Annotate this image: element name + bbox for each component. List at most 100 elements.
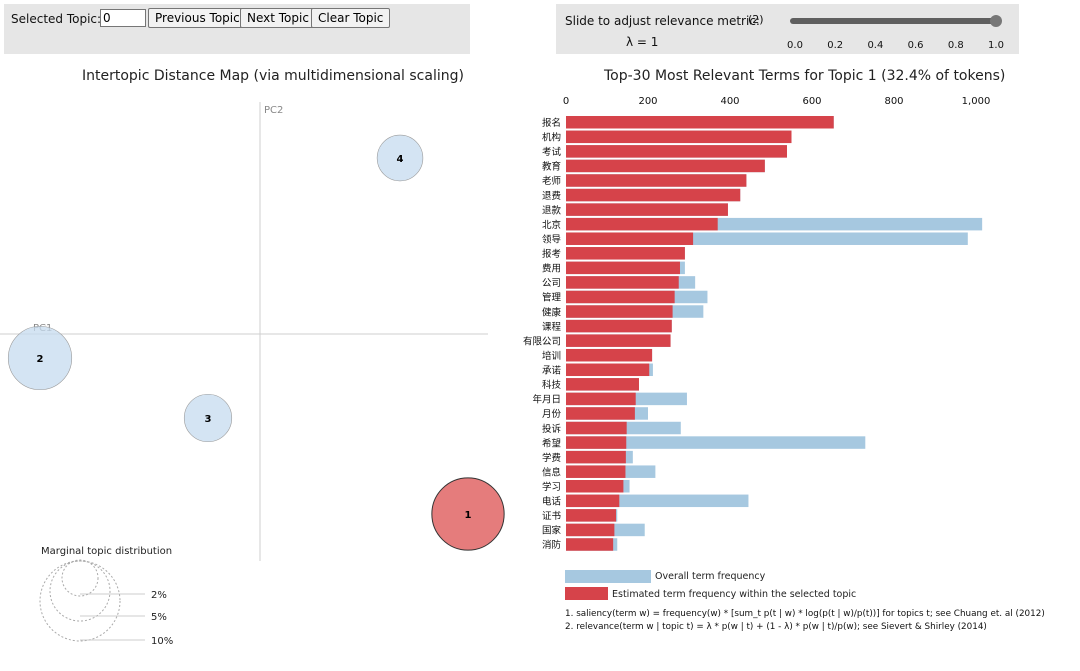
bar-estimated[interactable] xyxy=(566,159,765,173)
topic-control-panel: Selected Topic: Previous Topic Next Topi… xyxy=(4,4,470,54)
bar-estimated[interactable] xyxy=(566,436,627,449)
term-label[interactable]: 费用 xyxy=(542,263,561,275)
term-label[interactable]: 报考 xyxy=(542,248,561,260)
legend-overall-swatch xyxy=(565,570,651,583)
term-label[interactable]: 国家 xyxy=(542,525,562,537)
marginal-title: Marginal topic distribution xyxy=(41,546,172,557)
slider-tick-label: 1.0 xyxy=(988,40,1004,51)
bar-estimated[interactable] xyxy=(566,465,626,478)
relevant-terms-chart: 0 200 400 600 800 1,000 报名机构考试教育老师退费退款北京领导报考费… xyxy=(523,96,1045,632)
term-label[interactable]: 老师 xyxy=(542,175,561,187)
bar-estimated[interactable] xyxy=(566,116,834,129)
term-label[interactable]: 承诺 xyxy=(542,366,562,377)
marginal-label-10: 10% xyxy=(151,636,173,647)
term-label[interactable]: 信息 xyxy=(542,466,561,478)
topic-label-4[interactable]: 4 xyxy=(397,154,404,165)
term-label[interactable]: 年月日 xyxy=(532,394,561,406)
lambda-value-text: λ = 1 xyxy=(626,35,659,49)
term-label[interactable]: 公司 xyxy=(542,278,561,289)
bar-estimated[interactable] xyxy=(566,334,671,347)
slider-thumb[interactable] xyxy=(990,15,1002,27)
term-label[interactable]: 机构 xyxy=(542,132,561,144)
marginal-circle-2 xyxy=(61,559,99,597)
term-label[interactable]: 培训 xyxy=(542,350,561,362)
slider-tick-label: 0.6 xyxy=(908,40,924,51)
bar-estimated[interactable] xyxy=(566,407,635,420)
bar-estimated[interactable] xyxy=(566,509,617,522)
term-label[interactable]: 有限公司 xyxy=(523,335,561,347)
bar-estimated[interactable] xyxy=(566,378,639,391)
slider-tick-label: 0.0 xyxy=(787,40,803,51)
bar-estimated[interactable] xyxy=(566,276,679,289)
bar-estimated[interactable] xyxy=(566,363,650,377)
bar-estimated[interactable] xyxy=(566,188,741,202)
topic-circle-3[interactable] xyxy=(183,393,233,443)
term-label[interactable]: 消防 xyxy=(542,539,562,551)
bar-estimated[interactable] xyxy=(566,538,614,551)
bar-estimated[interactable] xyxy=(566,145,787,158)
bar-estimated[interactable] xyxy=(566,290,675,304)
marginal-circle-10 xyxy=(39,560,121,642)
selected-topic-label: Selected Topic: xyxy=(11,12,102,26)
legend-estimated-swatch xyxy=(565,587,608,600)
bar-estimated[interactable] xyxy=(566,232,694,245)
bar-estimated[interactable] xyxy=(566,305,673,318)
term-label[interactable]: 希望 xyxy=(542,437,561,449)
slider-track[interactable] xyxy=(790,18,996,24)
lambda-slider[interactable]: 0.0 0.2 0.4 0.6 0.8 1.0 xyxy=(780,8,1010,52)
previous-topic-button[interactable]: Previous Topic xyxy=(148,8,247,28)
bar-estimated[interactable] xyxy=(566,130,792,144)
slider-note: (2) xyxy=(748,13,764,26)
slider-tick-label: 0.2 xyxy=(827,40,843,51)
term-label[interactable]: 退款 xyxy=(542,204,562,216)
bar-estimated[interactable] xyxy=(566,392,636,406)
term-label[interactable]: 证书 xyxy=(542,511,562,522)
term-label[interactable]: 教育 xyxy=(542,161,561,173)
next-topic-button[interactable]: Next Topic xyxy=(240,8,316,28)
term-label[interactable]: 学费 xyxy=(542,452,561,464)
bar-overall[interactable] xyxy=(566,436,866,449)
legend-overall-label: Overall term frequency xyxy=(655,571,766,582)
bar-estimated[interactable] xyxy=(566,203,728,216)
bar-estimated[interactable] xyxy=(566,494,620,508)
bar-estimated[interactable] xyxy=(566,421,627,435)
term-label[interactable]: 电话 xyxy=(542,496,562,508)
selected-topic-input[interactable] xyxy=(100,9,146,27)
topic-circle-2[interactable] xyxy=(7,325,73,391)
topic-label-3[interactable]: 3 xyxy=(205,414,212,425)
topic-circle-1[interactable] xyxy=(431,477,505,551)
bar-estimated[interactable] xyxy=(566,523,615,537)
term-label[interactable]: 学习 xyxy=(542,481,561,493)
term-label[interactable]: 投诉 xyxy=(542,423,562,435)
slider-tick-label: 0.4 xyxy=(867,40,883,51)
term-label[interactable]: 考试 xyxy=(542,146,562,158)
bar-estimated[interactable] xyxy=(566,261,680,275)
topic-label-1[interactable]: 1 xyxy=(465,510,472,521)
term-label[interactable]: 管理 xyxy=(542,292,562,304)
x-tick-label: 0 xyxy=(563,96,569,107)
topic-label-2[interactable]: 2 xyxy=(37,354,44,365)
term-label[interactable]: 月份 xyxy=(542,408,562,420)
topic-circle-4[interactable] xyxy=(376,134,424,182)
term-label[interactable]: 北京 xyxy=(542,219,561,231)
x-tick-label: 200 xyxy=(638,96,657,107)
term-label[interactable]: 健康 xyxy=(542,306,562,318)
term-label[interactable]: 退费 xyxy=(542,190,561,202)
relevance-control-panel: Slide to adjust relevance metric: (2) λ … xyxy=(556,4,1019,54)
slider-label: Slide to adjust relevance metric: xyxy=(565,14,760,28)
bar-estimated[interactable] xyxy=(566,348,653,362)
legend-estimated-label: Estimated term frequency within the sele… xyxy=(612,589,856,600)
term-label[interactable]: 课程 xyxy=(542,322,562,333)
bar-estimated[interactable] xyxy=(566,217,718,231)
bar-estimated[interactable] xyxy=(566,450,626,464)
bar-estimated[interactable] xyxy=(566,247,685,260)
term-label[interactable]: 报名 xyxy=(542,117,561,129)
bar-estimated[interactable] xyxy=(566,174,747,187)
clear-topic-button[interactable]: Clear Topic xyxy=(311,8,391,28)
term-label[interactable]: 科技 xyxy=(542,379,562,391)
marginal-label-2: 2% xyxy=(151,590,167,601)
bar-estimated[interactable] xyxy=(566,480,624,493)
bar-estimated[interactable] xyxy=(566,319,672,333)
term-label[interactable]: 领导 xyxy=(542,233,561,245)
